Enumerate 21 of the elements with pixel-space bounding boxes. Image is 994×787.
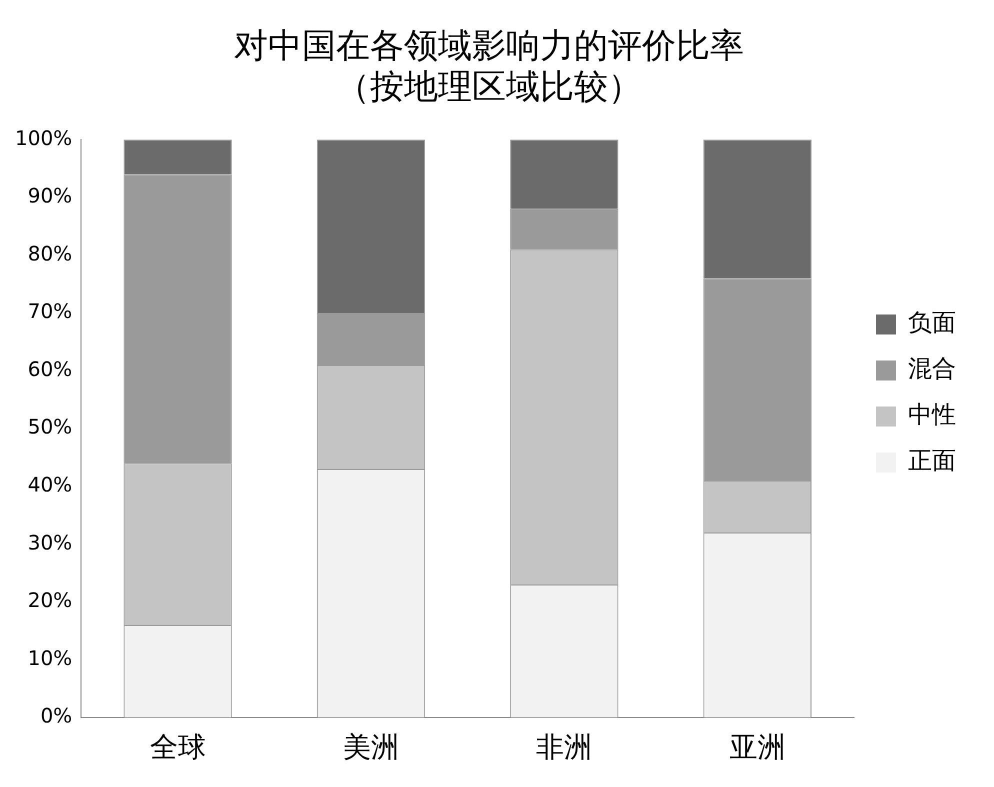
- y-tick-label: 10%: [28, 646, 72, 670]
- y-tick-label: 90%: [28, 184, 72, 208]
- y-tick-label: 50%: [28, 414, 72, 439]
- legend-label: 负面: [908, 308, 956, 337]
- y-tick-label: 40%: [28, 472, 72, 496]
- y-tick-label: 30%: [28, 530, 72, 554]
- text: 对中国在各领域影响力的评价比率: [234, 26, 744, 66]
- y-tick-label: 100%: [14, 126, 72, 150]
- y-tick-label: 0%: [40, 704, 72, 728]
- y-tick-label: 60%: [28, 356, 72, 381]
- y-tick-label: 80%: [28, 241, 72, 266]
- x-tick-label: 非洲: [536, 730, 592, 764]
- legend-label: 正面: [908, 446, 956, 475]
- x-tick-label: 美洲: [342, 730, 399, 764]
- x-tick-label: 全球: [150, 730, 206, 764]
- y-tick-label: 70%: [28, 299, 72, 324]
- x-tick-label: 亚洲: [729, 730, 786, 764]
- legend-label: 中性: [908, 400, 956, 429]
- text: （按地理区域比较）: [336, 67, 642, 108]
- legend-label: 混合: [908, 354, 956, 383]
- y-tick-label: 20%: [28, 588, 72, 612]
